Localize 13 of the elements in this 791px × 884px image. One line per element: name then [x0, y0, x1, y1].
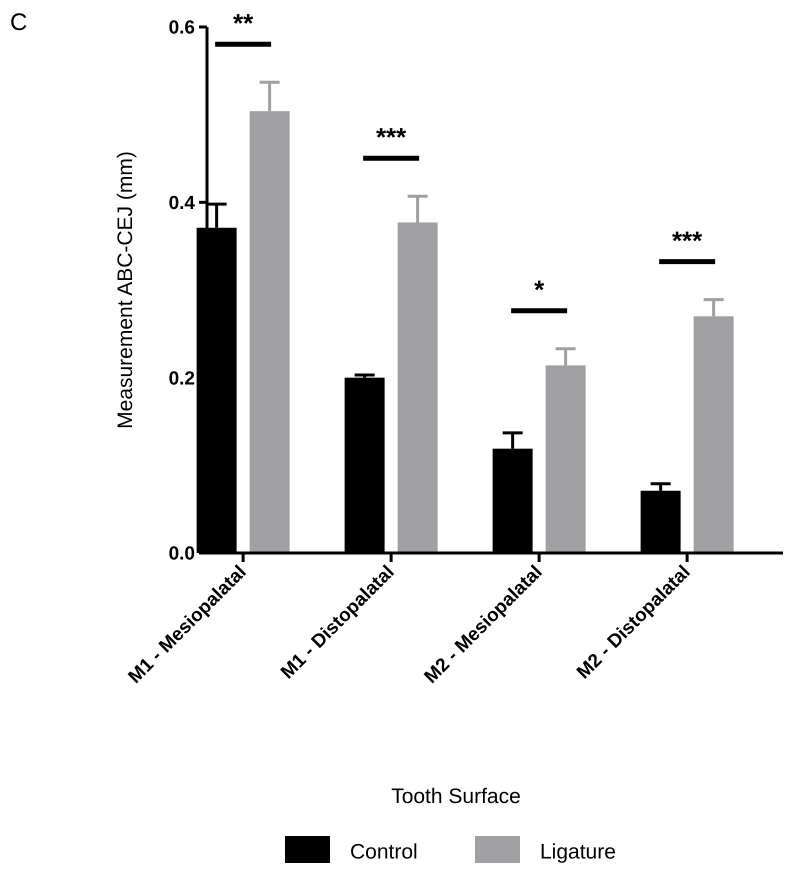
annotation: *** — [672, 226, 704, 256]
y-axis-title: Measurement ABC-CEJ (mm) — [114, 151, 137, 429]
y-tick-label: 0.0 — [168, 544, 195, 565]
annotation: ** — [233, 8, 254, 38]
y-tick-label: 0.6 — [168, 18, 195, 39]
legend-label: Ligature — [540, 840, 616, 864]
text: C — [10, 9, 28, 36]
y-tick-label: 0.2 — [168, 368, 195, 390]
y-tick-label: 0.4 — [168, 192, 196, 214]
annotation: * — [534, 274, 546, 305]
annotation: *** — [376, 122, 408, 152]
legend-label: Control — [350, 840, 418, 864]
x-axis-title: Tooth Surface — [391, 785, 521, 808]
